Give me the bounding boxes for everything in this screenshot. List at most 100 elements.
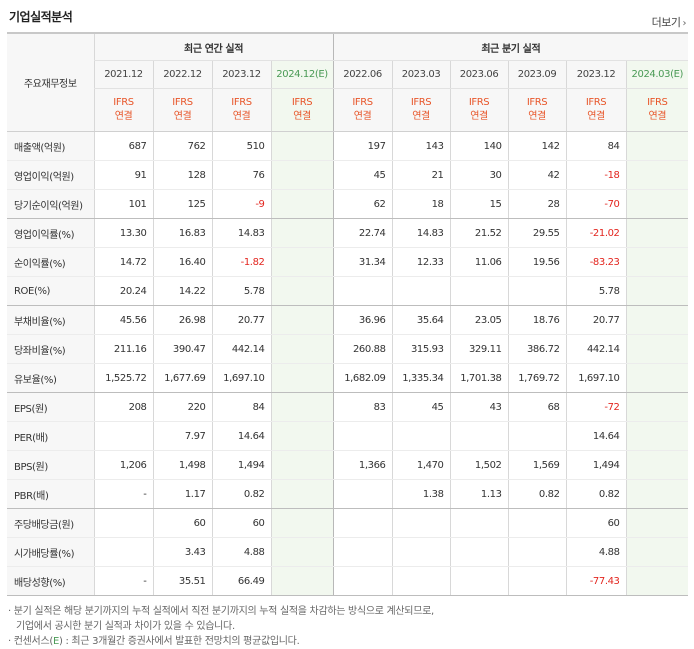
annual-value-cell: 7.97	[152, 421, 212, 451]
ifrs-label: IFRS	[113, 97, 134, 108]
quarter-value-cell: 260.88	[332, 334, 393, 364]
annual-value-cell	[270, 421, 334, 451]
quarter-value-cell	[332, 421, 393, 451]
consolidated-label: 연결	[648, 111, 667, 122]
annual-value-cell: -1.82	[211, 247, 271, 277]
annual-value-cell: -	[93, 479, 153, 509]
chevron-right-icon: ›	[682, 18, 687, 29]
ifrs-label: IFRS	[468, 97, 490, 108]
quarter-value-cell: 21.52	[449, 218, 509, 248]
annual-value-cell: 13.30	[93, 218, 153, 248]
quarter-value-cell: 43	[449, 392, 509, 422]
annual-value-cell	[270, 305, 334, 335]
quarter-value-cell	[625, 160, 689, 190]
quarter-value-cell: 0.82	[565, 479, 627, 509]
quarter-value-cell: 0.82	[507, 479, 567, 509]
consolidated-label: 연결	[412, 111, 430, 122]
consolidated-label: 연결	[114, 111, 133, 122]
quarter-value-cell: 1,701.38	[449, 363, 509, 393]
ifrs-label: IFRS	[231, 97, 252, 108]
quarter-value-cell	[625, 305, 689, 335]
annual-value-cell	[270, 334, 334, 364]
annual-value-cell: 1.17	[152, 479, 212, 509]
annual-period-header: 2024.12(E)	[270, 60, 334, 89]
annual-value-cell: 211.16	[93, 334, 153, 364]
annual-value-cell: 762	[152, 131, 212, 161]
annual-value-cell: 16.40	[152, 247, 212, 277]
table-row: 당기순이익(억원) 101 125 -9 62 18 15 28 -70	[7, 189, 689, 219]
quarter-value-cell	[625, 450, 689, 480]
quarter-value-cell: 1,494	[565, 450, 627, 480]
ifrs-basis-header: IFRS 연결	[507, 88, 567, 132]
quarter-value-cell: 1.38	[391, 479, 451, 509]
quarter-value-cell: 18	[391, 189, 451, 219]
ifrs-basis-header: IFRS 연결	[152, 88, 212, 132]
annual-value-cell: 20.77	[211, 305, 271, 335]
quarter-value-cell	[625, 479, 689, 509]
note-consensus-prefix: · 컨센서스(	[8, 636, 53, 647]
annual-period-header: 2023.12	[211, 60, 271, 89]
quarter-value-cell	[625, 189, 689, 219]
annual-value-cell	[270, 537, 334, 567]
quarter-value-cell: 60	[565, 508, 627, 538]
quarter-period-header: 2023.12	[565, 60, 627, 89]
quarter-value-cell: 42	[507, 160, 567, 190]
table-row: 유보율(%) 1,525.72 1,677.69 1,697.10 1,682.09 1,…	[7, 363, 689, 393]
annual-value-cell	[93, 537, 153, 567]
quarter-value-cell	[625, 334, 689, 364]
quarter-value-cell: 1,569	[507, 450, 567, 480]
annual-value-cell: 14.83	[211, 218, 271, 248]
quarter-value-cell: 29.55	[507, 218, 567, 248]
ifrs-basis-header: IFRS 연결	[625, 88, 689, 132]
quarter-value-cell	[449, 421, 509, 451]
ifrs-basis-header: IFRS 연결	[270, 88, 334, 132]
quarter-value-cell	[332, 276, 393, 306]
note-consensus-e: E	[52, 636, 59, 647]
quarter-value-cell	[625, 363, 689, 393]
consolidated-label: 연결	[232, 111, 251, 122]
note-quarterly: · 분기 실적은 해당 분기까지의 누적 실적에서 직전 분기까지의 누적 실적…	[8, 606, 434, 617]
quarter-value-cell: 14.64	[565, 421, 627, 451]
quarter-value-cell	[625, 566, 689, 596]
quarter-value-cell: 15	[449, 189, 509, 219]
quarter-value-cell: 62	[332, 189, 393, 219]
quarter-value-cell	[332, 566, 393, 596]
table-row: 부채비율(%) 45.56 26.98 20.77 36.96 35.64 23.05 18.…	[7, 305, 689, 335]
annual-value-cell: 220	[152, 392, 212, 422]
note-quarterly-cont: 기업에서 공시한 분기 실적과 차이가 있을 수 있습니다.	[16, 621, 235, 632]
annual-value-cell: 91	[93, 160, 153, 190]
annual-value-cell: 26.98	[152, 305, 212, 335]
consolidated-label: 연결	[173, 111, 192, 122]
quarter-value-cell: 68	[507, 392, 567, 422]
ifrs-basis-header: IFRS 연결	[391, 88, 451, 132]
ifrs-label: IFRS	[352, 97, 373, 108]
quarter-value-cell: 1,769.72	[507, 363, 567, 393]
quarter-value-cell: 329.11	[449, 334, 509, 364]
ifrs-label: IFRS	[410, 97, 432, 108]
more-link[interactable]: 더보기 ›	[652, 14, 687, 30]
annual-value-cell: 442.14	[211, 334, 271, 364]
section-header: 기업실적분석 더보기 ›	[0, 0, 694, 32]
row-label: 당기순이익(억원)	[7, 189, 94, 219]
annual-value-cell: 4.88	[211, 537, 271, 567]
annual-value-cell: 35.51	[152, 566, 212, 596]
annual-value-cell	[93, 421, 153, 451]
annual-value-cell: 66.49	[211, 566, 271, 596]
quarter-value-cell: 142	[507, 131, 567, 161]
quarter-value-cell: -18	[565, 160, 627, 190]
quarter-value-cell	[449, 276, 509, 306]
quarter-value-cell	[391, 276, 451, 306]
quarter-period-header: 2024.03(E)	[625, 60, 689, 89]
consolidated-label: 연결	[587, 111, 605, 122]
row-label: 배당성향(%)	[7, 566, 94, 596]
annual-value-cell: 76	[211, 160, 271, 190]
quarter-value-cell: 28	[507, 189, 567, 219]
row-label: 유보율(%)	[7, 363, 94, 393]
annual-value-cell	[270, 218, 334, 248]
ifrs-basis-header: IFRS 연결	[449, 88, 509, 132]
quarter-value-cell: 36.96	[332, 305, 393, 335]
quarter-value-cell: 4.88	[565, 537, 627, 567]
annual-value-cell	[93, 508, 153, 538]
annual-value-cell: 1,697.10	[211, 363, 271, 393]
ifrs-basis-header: IFRS 연결	[211, 88, 271, 132]
